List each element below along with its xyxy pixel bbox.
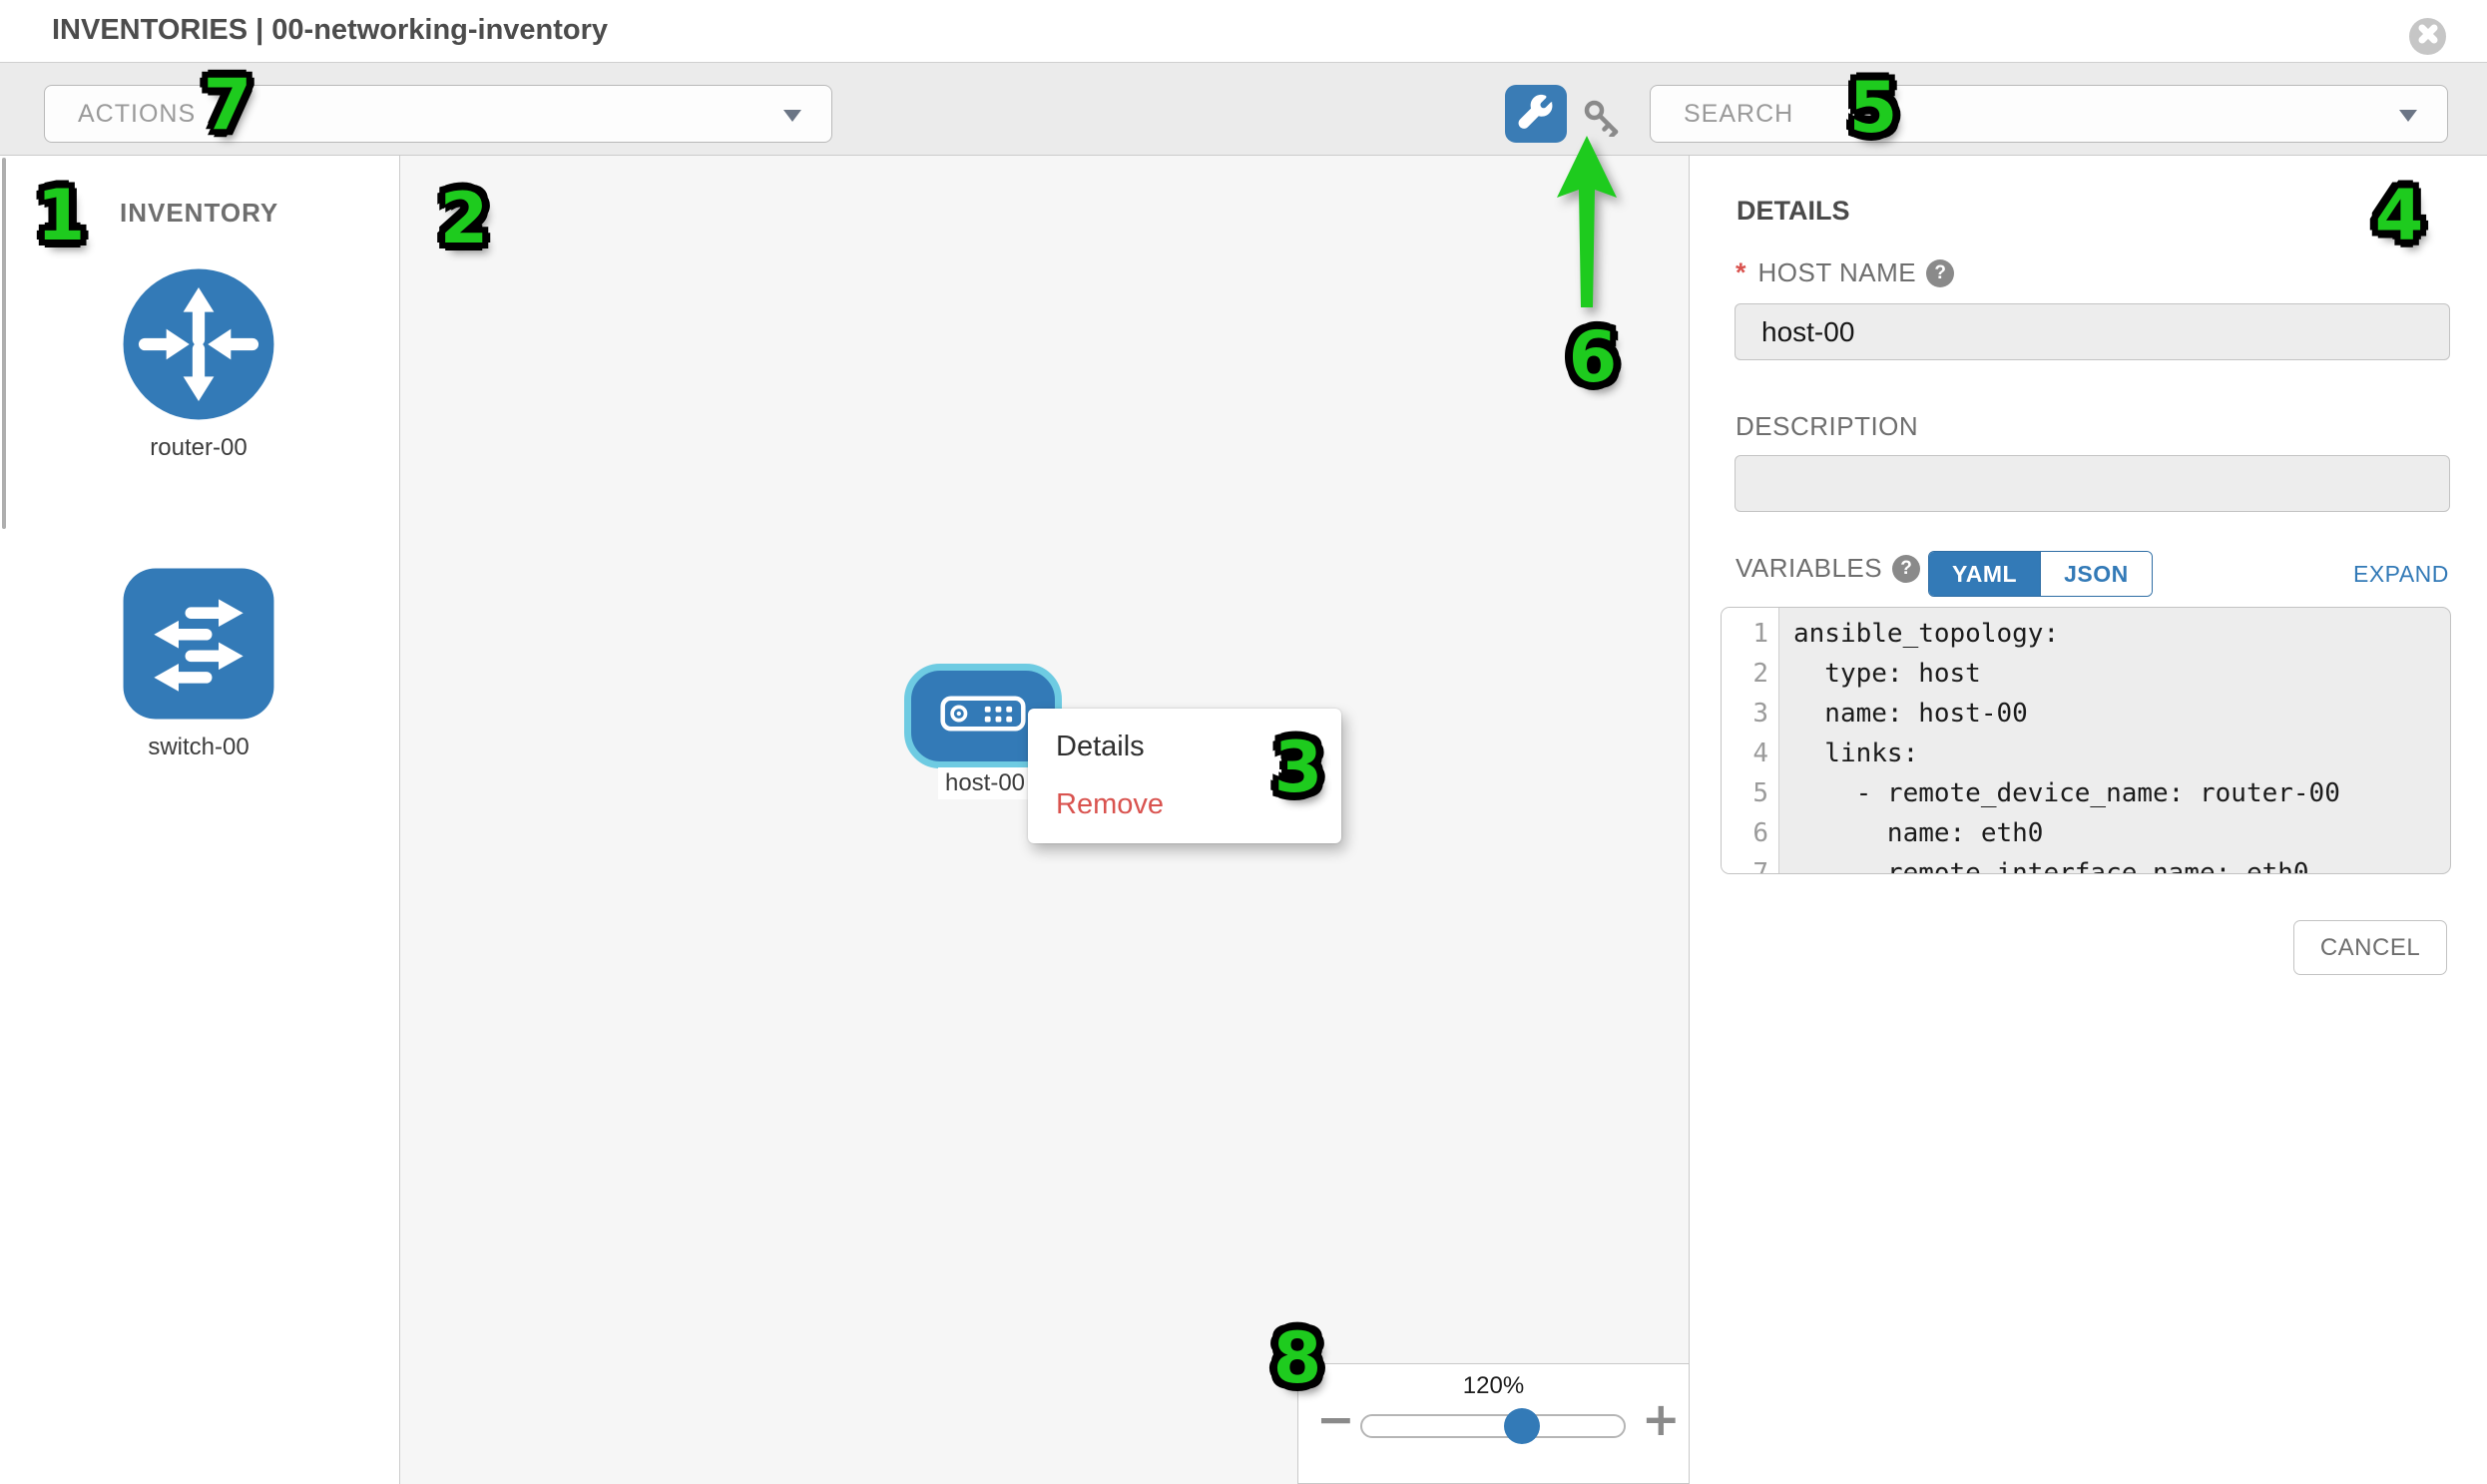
inventory-sidebar: INVENTORY router-00 (0, 156, 400, 1484)
actions-dropdown[interactable]: ACTIONS (44, 85, 832, 143)
host-node-label: host-00 (938, 767, 1032, 799)
sidebar-title: INVENTORY (120, 198, 279, 228)
variables-label-row: VARIABLES ? (1736, 553, 1921, 584)
code-line: name: host-00 (1793, 699, 2028, 729)
annotation-digit-4: 4 (2372, 173, 2426, 259)
chevron-down-icon (783, 110, 801, 122)
cancel-button[interactable]: CANCEL (2293, 920, 2447, 975)
annotation-up-arrow-icon (1555, 134, 1619, 316)
search-dropdown[interactable]: SEARCH (1650, 85, 2448, 143)
tab-json[interactable]: JSON (2040, 552, 2152, 596)
app-header: INVENTORIES | 00-networking-inventory (0, 0, 2487, 62)
menu-item-remove[interactable]: Remove (1056, 787, 1164, 820)
switch-icon (122, 568, 275, 725)
variables-label: VARIABLES (1736, 553, 1883, 583)
key-icon (1583, 100, 1627, 141)
router-icon (122, 268, 275, 425)
annotation-digit-3: 3 (1271, 725, 1325, 811)
sidebar-item-switch[interactable]: switch-00 (122, 567, 275, 761)
hostname-label: HOST NAME (1757, 257, 1917, 287)
tab-yaml[interactable]: YAML (1929, 552, 2041, 596)
sidebar-item-router[interactable]: router-00 (122, 267, 275, 462)
menu-item-details[interactable]: Details (1056, 730, 1145, 762)
code-line: links: (1793, 739, 1919, 768)
code-line: name: eth0 (1793, 818, 2044, 848)
sidebar-item-label: router-00 (150, 434, 248, 461)
wrench-icon (1517, 93, 1555, 136)
description-input[interactable] (1735, 455, 2450, 512)
editor-code[interactable]: ansible_topology: type: host name: host-… (1779, 608, 2450, 873)
actions-dropdown-label: ACTIONS (78, 99, 197, 128)
annotation-digit-8: 8 (1270, 1315, 1324, 1402)
required-asterisk: * (1736, 257, 1746, 287)
hostname-label-row: * HOST NAME ? (1736, 257, 1955, 288)
zoom-out-button[interactable]: − (1316, 1392, 1355, 1446)
zoom-slider-track[interactable] (1360, 1408, 1626, 1444)
close-button[interactable] (2409, 18, 2446, 55)
details-panel: DETAILS * HOST NAME ? DESCRIPTION VARIAB… (1691, 156, 2487, 1484)
hostname-input[interactable] (1735, 303, 2450, 360)
key-button[interactable] (1583, 99, 1627, 139)
description-label-row: DESCRIPTION (1736, 411, 1918, 442)
host-icon (940, 694, 1026, 739)
topology-canvas[interactable]: host-00 Details Remove 120% − + (400, 156, 1690, 1484)
annotation-digit-7: 7 (201, 62, 254, 149)
annotation-digit-1: 1 (34, 173, 88, 259)
annotation-digit-2: 2 (437, 176, 491, 262)
search-dropdown-label: SEARCH (1684, 99, 1794, 128)
help-icon[interactable]: ? (1892, 554, 1921, 583)
code-line: ansible_topology: (1793, 619, 2060, 649)
details-panel-title: DETAILS (1737, 196, 1850, 226)
variables-format-toggle: YAML JSON (1928, 551, 2153, 597)
toolbar: ACTIONS SEARCH (0, 62, 2487, 156)
close-icon (2410, 16, 2446, 57)
expand-link[interactable]: EXPAND (2353, 561, 2449, 587)
annotation-digit-5: 5 (1846, 65, 1900, 152)
sidebar-scrollbar[interactable] (2, 158, 6, 529)
code-line: - remote_device_name: router-00 (1793, 778, 2340, 808)
editor-line-numbers: 1 2 3 4 5 6 7 (1722, 608, 1779, 873)
configure-button[interactable] (1505, 85, 1567, 143)
sidebar-item-label: switch-00 (148, 734, 249, 760)
page-title: INVENTORIES | 00-networking-inventory (52, 14, 609, 46)
zoom-level-readout: 120% (1462, 1372, 1525, 1399)
chevron-down-icon (2399, 110, 2417, 122)
code-line: remote_interface_name: eth0 (1793, 858, 2309, 874)
annotation-digit-6: 6 (1566, 314, 1620, 401)
description-label: DESCRIPTION (1736, 411, 1919, 441)
code-line: type: host (1793, 659, 1981, 689)
node-context-menu: Details Remove (1028, 709, 1341, 843)
zoom-in-button[interactable]: + (1642, 1392, 1681, 1446)
variables-editor[interactable]: 1 2 3 4 5 6 7 ansible_topology: type: ho… (1721, 607, 2451, 874)
help-icon[interactable]: ? (1926, 258, 1955, 287)
zoom-slider-thumb[interactable] (1504, 1408, 1540, 1444)
zoom-control: 120% − + (1297, 1363, 1690, 1484)
